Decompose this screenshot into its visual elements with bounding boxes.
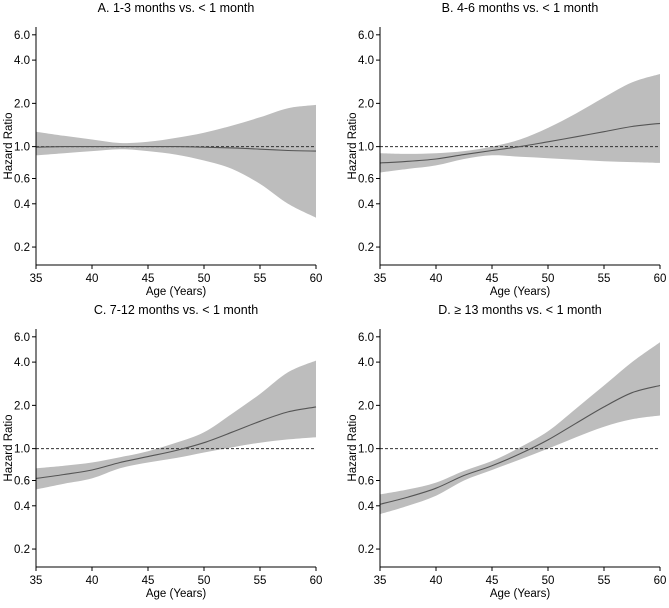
x-axis-label: Age (Years) bbox=[490, 286, 550, 298]
x-tick-label: 55 bbox=[598, 273, 611, 285]
x-tick-label: 45 bbox=[142, 575, 155, 587]
chart-panel-4: 0.2 0.4 0.6 1.0 2.0 4.0 6.0 35 40 45 50 55 60 D. ≥ 13… bbox=[347, 303, 666, 600]
chart-title: C. 7-12 months vs. < 1 month bbox=[94, 303, 258, 317]
y-tick-label: 4.0 bbox=[14, 357, 30, 369]
y-tick-label: 0.2 bbox=[14, 242, 30, 254]
x-tick-label: 50 bbox=[542, 575, 555, 587]
y-tick-label: 1.0 bbox=[358, 142, 374, 154]
estimate-line bbox=[379, 384, 661, 505]
y-tick-label: 2.0 bbox=[358, 400, 374, 412]
confidence-band bbox=[36, 104, 316, 218]
x-tick-label: 60 bbox=[310, 575, 323, 587]
x-tick-label: 45 bbox=[486, 273, 499, 285]
y-tick-label: 6.0 bbox=[14, 30, 30, 42]
confidence-band bbox=[36, 360, 316, 490]
y-tick-label: 0.6 bbox=[14, 173, 30, 185]
y-tick-label: 2.0 bbox=[14, 98, 30, 110]
y-axis-label: Hazard Ratio bbox=[347, 414, 359, 481]
x-tick-label: 40 bbox=[430, 273, 443, 285]
x-tick-label: 50 bbox=[198, 273, 211, 285]
y-tick-label: 0.6 bbox=[358, 475, 374, 487]
estimate-line bbox=[379, 122, 661, 164]
y-tick-label: 6.0 bbox=[358, 30, 374, 42]
chart-panel-1: 0.2 0.4 0.6 1.0 2.0 4.0 6.0 35 40 45 50 55 60 A. 1-3 … bbox=[3, 1, 322, 298]
x-tick-label: 40 bbox=[430, 575, 443, 587]
y-tick-label: 0.4 bbox=[14, 501, 31, 513]
confidence-band bbox=[380, 342, 660, 515]
y-axis-label: Hazard Ratio bbox=[3, 414, 15, 481]
x-tick-label: 60 bbox=[654, 575, 667, 587]
y-tick-label: 0.6 bbox=[14, 475, 30, 487]
y-tick-label: 0.4 bbox=[358, 501, 375, 513]
y-tick-label: 0.2 bbox=[14, 544, 30, 556]
x-tick-label: 45 bbox=[486, 575, 499, 587]
chart-title: D. ≥ 13 months vs. < 1 month bbox=[438, 303, 602, 317]
y-tick-label: 0.2 bbox=[358, 544, 374, 556]
x-tick-label: 40 bbox=[86, 273, 99, 285]
y-tick-label: 1.0 bbox=[14, 444, 30, 456]
y-tick-label: 6.0 bbox=[14, 332, 30, 344]
chart-panel-2: 0.2 0.4 0.6 1.0 2.0 4.0 6.0 35 40 45 50 55 60 B. 4-6 … bbox=[347, 1, 666, 298]
x-axis-label: Age (Years) bbox=[146, 286, 206, 298]
y-tick-label: 1.0 bbox=[14, 142, 30, 154]
y-tick-label: 1.0 bbox=[358, 444, 374, 456]
x-tick-label: 55 bbox=[254, 273, 267, 285]
x-tick-label: 35 bbox=[374, 273, 387, 285]
x-axis-label: Age (Years) bbox=[490, 588, 550, 600]
y-tick-label: 6.0 bbox=[358, 332, 374, 344]
y-axis-label: Hazard Ratio bbox=[3, 112, 15, 179]
y-tick-label: 2.0 bbox=[14, 400, 30, 412]
y-tick-label: 0.4 bbox=[14, 199, 31, 211]
y-axis-label: Hazard Ratio bbox=[347, 112, 359, 179]
chart-title: A. 1-3 months vs. < 1 month bbox=[98, 1, 255, 15]
x-tick-label: 35 bbox=[30, 575, 43, 587]
x-tick-label: 35 bbox=[30, 273, 43, 285]
x-tick-label: 45 bbox=[142, 273, 155, 285]
confidence-band bbox=[380, 74, 660, 173]
y-tick-label: 4.0 bbox=[358, 357, 374, 369]
y-tick-label: 0.6 bbox=[358, 173, 374, 185]
x-tick-label: 55 bbox=[254, 575, 267, 587]
x-tick-label: 35 bbox=[374, 575, 387, 587]
x-tick-label: 60 bbox=[310, 273, 323, 285]
estimate-line bbox=[35, 406, 317, 479]
y-tick-label: 4.0 bbox=[358, 55, 374, 67]
y-tick-label: 4.0 bbox=[14, 55, 30, 67]
x-tick-label: 40 bbox=[86, 575, 99, 587]
chart-panel-3: 0.2 0.4 0.6 1.0 2.0 4.0 6.0 35 40 45 50 55 60 C. 7-12… bbox=[3, 303, 322, 600]
x-tick-label: 50 bbox=[542, 273, 555, 285]
x-tick-label: 60 bbox=[654, 273, 667, 285]
x-tick-label: 50 bbox=[198, 575, 211, 587]
x-axis-label: Age (Years) bbox=[146, 588, 206, 600]
chart-title: B. 4-6 months vs. < 1 month bbox=[442, 1, 599, 15]
y-tick-label: 0.4 bbox=[358, 199, 375, 211]
y-tick-label: 2.0 bbox=[358, 98, 374, 110]
x-tick-label: 55 bbox=[598, 575, 611, 587]
estimate-line bbox=[35, 146, 317, 152]
y-tick-label: 0.2 bbox=[358, 242, 374, 254]
